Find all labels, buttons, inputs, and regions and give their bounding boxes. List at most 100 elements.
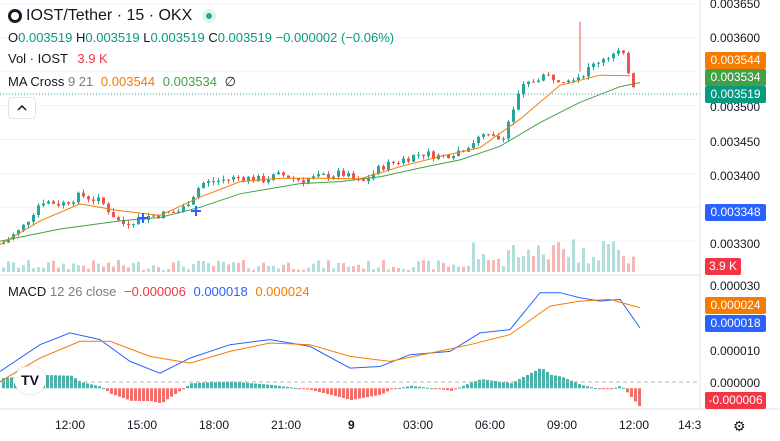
macd-hist-bar [98,386,101,389]
macd-hist-bar [394,388,397,390]
volume-bar [32,268,35,272]
volume-bar [487,260,490,272]
macd-hist-bar [458,387,461,389]
macd-hist-bar [618,386,621,389]
volume-bar [532,256,535,272]
volume-bar [522,256,525,272]
price-tick: 0.003450 [710,135,761,149]
macd-hist-bar [402,387,405,389]
candle-body [312,176,315,179]
volume-bar [592,256,595,272]
macd-hist-bar [486,379,489,389]
volume-bar [67,269,70,272]
candle-body [302,180,305,183]
volume-bar [222,261,225,272]
volume-bar [72,263,75,272]
volume-bar [397,267,400,272]
macd-hist-bar [182,388,185,390]
macd-hist-bar [374,388,377,396]
macd-hist-bar [290,387,293,389]
volume-bar [627,263,630,272]
candle-body [542,74,545,81]
volume-bar [407,269,410,272]
macd-hist-bar [346,388,349,399]
time-label: 06:00 [475,418,506,432]
macd-hist-bar [594,388,597,390]
macd-hist-bar [534,370,537,389]
volume-bar [412,266,415,272]
candle-body [27,221,30,225]
volume-bar [382,260,385,272]
candle-body [347,173,350,177]
macd-hist-bar [598,388,601,390]
candle-body [497,135,500,140]
volume-bar [127,267,130,272]
candle-body [147,216,150,220]
candle-body [552,74,555,81]
volume-bar [102,266,105,272]
candle-body [507,121,510,139]
macd-hist-bar [134,388,137,401]
candle-body [222,179,225,181]
macd-tick: 0.000030 [710,279,761,293]
time-label: 03:00 [403,418,434,432]
ma-cross-label: MA Cross [8,74,65,89]
candle-body [517,93,520,110]
volume-bar [257,266,260,272]
candle-body [492,134,495,136]
volume-bar [367,260,370,272]
macd-hist-bar [238,382,241,389]
macd-hist-bar [246,382,249,389]
volume-bar [597,260,600,272]
macd-hist-bar [102,388,105,390]
symbol-title[interactable]: IOST/Tether · 15 · OKX [26,7,193,24]
macd-hist-bar [366,388,369,398]
candle-body [57,203,60,206]
volume-bar [302,269,305,272]
symbol-header[interactable]: IOST/Tether · 15 · OKX [8,7,217,24]
macd-hist-bar [462,385,465,389]
volume-bar [272,265,275,272]
macd-legend[interactable]: MACD 12 26 close −0.000006 0.000018 0.00… [8,284,310,300]
candle-body [82,192,85,197]
volume-bar [357,264,360,272]
tradingview-logo[interactable]: TV [14,366,46,394]
candle-body [502,138,505,140]
candle-body [317,174,320,177]
macd-hist-bar [338,388,341,397]
volume-bar [237,262,240,272]
candle-body [127,223,130,225]
macd-hist-bar [466,384,469,389]
macd-hist-bar [322,388,325,393]
ma-slow-line [0,82,641,242]
macd-hist-bar [578,384,581,389]
macd-hist-bar [622,387,625,389]
settings-gear-icon[interactable]: ⚙ [733,418,746,434]
volume-bar [577,262,580,272]
macd-hist-bar [454,388,457,390]
volume-bar [432,269,435,272]
volume-legend[interactable]: Vol · IOST 3.9 K [8,51,108,67]
volume-bar [212,265,215,272]
volume-bar [482,254,485,272]
close-label: C [208,30,218,45]
candle-body [122,220,125,224]
volume-bar [187,269,190,272]
macd-hist-bar [378,388,381,395]
candle-body [367,178,370,182]
macd-hist-bar [106,388,109,391]
volume-bar [147,268,150,272]
volume-bar [517,257,520,272]
volume-bar [507,250,510,272]
candle-body [627,52,630,74]
ma-cross-legend[interactable]: MA Cross 9 21 0.003544 0.003534 ∅ [8,74,236,90]
market-status-icon[interactable] [202,9,217,23]
macd-hist-bar [250,383,253,389]
macd-hist-bar [522,377,525,389]
volume-bar [632,256,635,272]
macd-hist-bar [54,375,57,389]
volume-bar [47,262,50,272]
candle-body [557,80,560,83]
collapse-legend-button[interactable] [8,97,36,119]
